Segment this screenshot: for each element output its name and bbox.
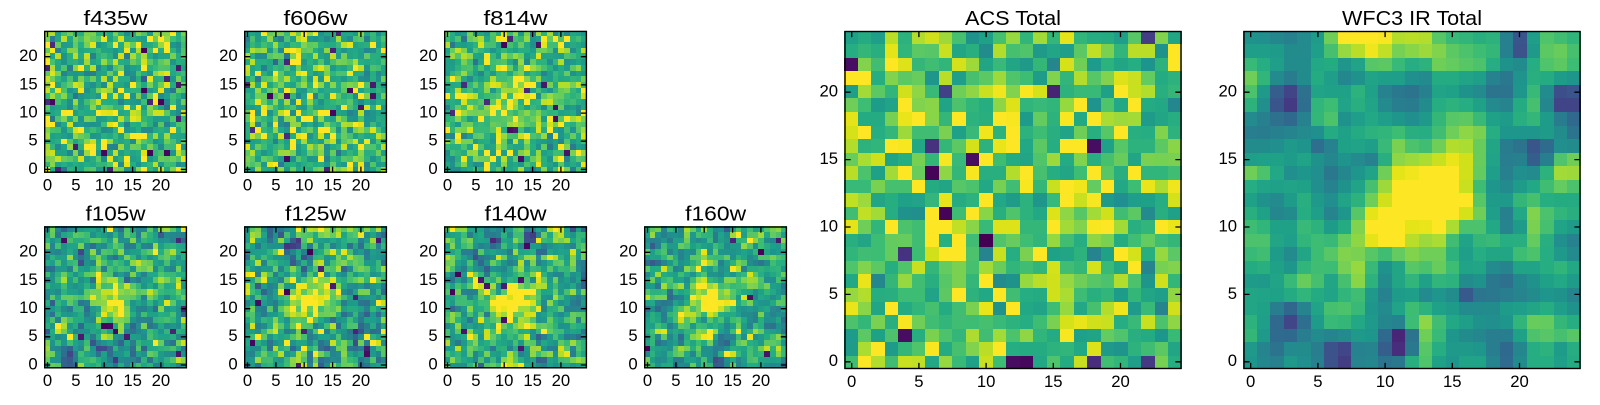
svg-text:0: 0 xyxy=(1246,372,1255,391)
svg-text:20: 20 xyxy=(552,371,571,390)
svg-text:WFC3 IR Total: WFC3 IR Total xyxy=(1342,7,1482,30)
svg-text:10: 10 xyxy=(295,371,314,390)
svg-text:20: 20 xyxy=(1510,372,1529,391)
svg-text:ACS Total: ACS Total xyxy=(965,7,1061,30)
svg-text:0: 0 xyxy=(1228,351,1237,370)
svg-text:0: 0 xyxy=(443,371,452,390)
svg-text:5: 5 xyxy=(671,371,680,390)
svg-text:15: 15 xyxy=(723,371,742,390)
svg-text:f435w: f435w xyxy=(84,7,148,30)
svg-text:0: 0 xyxy=(443,176,452,195)
svg-text:20: 20 xyxy=(219,46,238,65)
svg-text:10: 10 xyxy=(95,371,114,390)
svg-text:5: 5 xyxy=(428,131,437,150)
svg-text:f160w: f160w xyxy=(685,202,746,225)
svg-text:0: 0 xyxy=(829,351,838,370)
svg-text:10: 10 xyxy=(95,176,114,195)
svg-text:0: 0 xyxy=(43,176,52,195)
svg-text:20: 20 xyxy=(419,242,438,261)
svg-text:0: 0 xyxy=(43,371,52,390)
svg-text:15: 15 xyxy=(219,270,238,289)
svg-text:20: 20 xyxy=(152,176,171,195)
svg-text:0: 0 xyxy=(847,372,856,391)
svg-text:20: 20 xyxy=(219,242,238,261)
svg-text:10: 10 xyxy=(1218,216,1237,235)
svg-text:20: 20 xyxy=(1218,82,1237,101)
svg-text:10: 10 xyxy=(495,176,514,195)
svg-text:20: 20 xyxy=(19,46,38,65)
svg-text:0: 0 xyxy=(243,176,252,195)
svg-text:10: 10 xyxy=(19,298,38,317)
svg-text:10: 10 xyxy=(977,372,996,391)
svg-text:5: 5 xyxy=(628,326,637,345)
svg-text:f606w: f606w xyxy=(284,7,348,30)
svg-text:0: 0 xyxy=(228,354,237,373)
svg-text:20: 20 xyxy=(152,371,171,390)
svg-text:20: 20 xyxy=(819,82,838,101)
svg-text:10: 10 xyxy=(1376,372,1395,391)
svg-text:5: 5 xyxy=(1313,372,1322,391)
svg-text:f105w: f105w xyxy=(86,202,146,225)
svg-text:10: 10 xyxy=(619,298,638,317)
svg-text:0: 0 xyxy=(243,371,252,390)
svg-text:15: 15 xyxy=(19,74,38,93)
svg-text:20: 20 xyxy=(752,371,771,390)
svg-text:15: 15 xyxy=(123,176,142,195)
svg-text:20: 20 xyxy=(552,176,571,195)
svg-text:5: 5 xyxy=(71,176,80,195)
svg-text:15: 15 xyxy=(523,176,542,195)
svg-text:5: 5 xyxy=(1228,284,1237,303)
svg-text:15: 15 xyxy=(619,270,638,289)
svg-text:f140w: f140w xyxy=(485,202,547,225)
svg-text:5: 5 xyxy=(71,371,80,390)
svg-text:0: 0 xyxy=(628,354,637,373)
svg-text:15: 15 xyxy=(323,371,342,390)
svg-text:20: 20 xyxy=(352,176,371,195)
svg-text:0: 0 xyxy=(228,159,237,178)
svg-text:0: 0 xyxy=(428,159,437,178)
svg-text:5: 5 xyxy=(471,371,480,390)
svg-text:15: 15 xyxy=(819,149,838,168)
svg-text:15: 15 xyxy=(323,176,342,195)
svg-text:5: 5 xyxy=(271,176,280,195)
svg-text:5: 5 xyxy=(471,176,480,195)
svg-text:5: 5 xyxy=(914,372,923,391)
svg-text:0: 0 xyxy=(28,354,37,373)
svg-text:15: 15 xyxy=(219,74,238,93)
svg-text:15: 15 xyxy=(523,371,542,390)
svg-text:10: 10 xyxy=(295,176,314,195)
svg-text:20: 20 xyxy=(19,242,38,261)
svg-text:20: 20 xyxy=(419,46,438,65)
svg-text:20: 20 xyxy=(619,242,638,261)
svg-text:15: 15 xyxy=(1044,372,1063,391)
svg-text:10: 10 xyxy=(695,371,714,390)
svg-text:5: 5 xyxy=(271,371,280,390)
svg-text:15: 15 xyxy=(419,74,438,93)
svg-text:5: 5 xyxy=(228,131,237,150)
svg-text:0: 0 xyxy=(428,354,437,373)
svg-text:5: 5 xyxy=(829,284,838,303)
svg-text:10: 10 xyxy=(819,216,838,235)
svg-text:f814w: f814w xyxy=(484,7,548,30)
svg-text:10: 10 xyxy=(219,298,238,317)
svg-text:5: 5 xyxy=(28,326,37,345)
svg-text:0: 0 xyxy=(643,371,652,390)
svg-text:5: 5 xyxy=(28,131,37,150)
svg-text:20: 20 xyxy=(352,371,371,390)
svg-text:10: 10 xyxy=(419,298,438,317)
svg-text:5: 5 xyxy=(428,326,437,345)
svg-text:20: 20 xyxy=(1111,372,1130,391)
svg-text:5: 5 xyxy=(228,326,237,345)
svg-text:15: 15 xyxy=(19,270,38,289)
svg-text:10: 10 xyxy=(219,103,238,122)
svg-text:15: 15 xyxy=(1218,149,1237,168)
svg-text:0: 0 xyxy=(28,159,37,178)
svg-text:10: 10 xyxy=(495,371,514,390)
svg-text:f125w: f125w xyxy=(285,202,346,225)
svg-text:10: 10 xyxy=(19,103,38,122)
svg-text:10: 10 xyxy=(419,103,438,122)
svg-text:15: 15 xyxy=(123,371,142,390)
svg-text:15: 15 xyxy=(419,270,438,289)
svg-text:15: 15 xyxy=(1443,372,1462,391)
